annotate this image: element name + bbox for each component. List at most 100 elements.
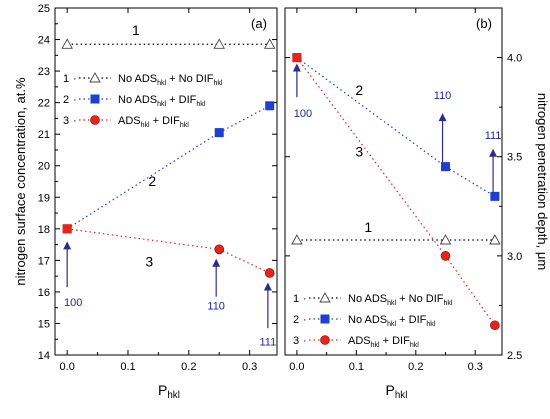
- legend-sep: ·: [73, 73, 77, 85]
- series-line-3: [67, 228, 270, 274]
- y-axis-label: nitrogen surface concentration, at.%: [13, 77, 28, 286]
- annotation-label: 110: [207, 300, 225, 312]
- legend-marker: [90, 94, 100, 104]
- y-tick-label: 25: [38, 3, 50, 15]
- x-axis-label: Phkl: [158, 382, 180, 401]
- y-tick-label: 4.0: [507, 53, 522, 65]
- legend-marker: [319, 292, 331, 303]
- data-point-3: [62, 224, 72, 234]
- legend-marker: [320, 314, 330, 324]
- curve-label: 2: [355, 82, 363, 98]
- panel-label: (a): [251, 16, 267, 31]
- data-point-1: [213, 38, 225, 49]
- x-tick-label: 0.2: [408, 361, 423, 373]
- y-tick-label: 21: [38, 129, 50, 141]
- legend-sep: ·: [303, 335, 307, 347]
- data-point-3: [214, 244, 225, 255]
- y-tick-label: 2.5: [507, 350, 522, 362]
- x-tick-label: 0.0: [289, 361, 304, 373]
- legend-marker: [89, 72, 101, 83]
- annotation-label: 110: [434, 90, 452, 102]
- annotation-arrow-head: [263, 282, 272, 291]
- legend-sep: ·: [303, 293, 307, 305]
- x-tick-label: 0.1: [120, 361, 135, 373]
- x-axis-label: Phkl: [386, 382, 408, 401]
- annotation-arrow: [63, 241, 72, 288]
- curve-label: 3: [145, 254, 153, 270]
- annotation-label: 111: [485, 130, 502, 142]
- data-point-1: [489, 234, 501, 245]
- y-tick-label: 18: [38, 224, 50, 236]
- x-tick-label: 0.0: [60, 361, 75, 373]
- legend-key: 2: [293, 314, 299, 326]
- y-tick-label: 20: [38, 161, 50, 173]
- annotation-arrow-head: [489, 148, 498, 157]
- y-tick-label: 17: [38, 255, 50, 267]
- legend-sep: ·: [73, 115, 77, 127]
- y-tick-label: 3.5: [507, 152, 522, 164]
- legend: 1 · No ADShkl + No DIFhkl 2 · No ADShkl + DIF…: [293, 292, 453, 349]
- legend-label: No ADShkl + DIFhkl: [118, 94, 206, 108]
- legend-label: ADShkl + DIFhkl: [118, 115, 189, 129]
- annotation-arrow-head: [438, 113, 447, 122]
- annotation-arrow-head: [212, 258, 221, 267]
- legend-label: No ADShkl + No DIFhkl: [348, 293, 453, 307]
- plot-frame: [54, 7, 278, 356]
- data-point-2: [441, 162, 451, 172]
- legend-sep: ·: [303, 314, 307, 326]
- y-axis-label: nitrogen penetration depth, μm: [535, 93, 550, 270]
- data-point-2: [490, 191, 500, 201]
- y-tick-label: 24: [38, 35, 50, 47]
- data-point-2: [214, 128, 224, 138]
- annotation-arrow: [263, 282, 272, 329]
- annotation-arrow: [292, 63, 301, 98]
- x-tick-label: 0.2: [181, 361, 196, 373]
- annotation-arrow-head: [292, 63, 301, 72]
- annotation-arrow-head: [63, 241, 72, 250]
- series-line-2: [296, 57, 496, 197]
- data-point-1: [61, 38, 73, 49]
- x-tick-label: 0.3: [468, 361, 483, 373]
- curve-label: 3: [355, 144, 363, 160]
- legend-label: No ADShkl + No DIFhkl: [118, 73, 223, 87]
- annotation-arrow: [489, 148, 498, 193]
- legend-label: No ADShkl + DIFhkl: [348, 314, 436, 328]
- legend-key: 3: [293, 335, 299, 347]
- legend-marker: [90, 115, 100, 125]
- panel-label: (b): [476, 16, 492, 31]
- data-point-3: [264, 268, 275, 278]
- y-tick-label: 3.0: [507, 251, 522, 263]
- legend-key: 1: [63, 73, 69, 85]
- curve-label: 2: [148, 173, 156, 189]
- curve-label: 1: [364, 219, 372, 235]
- y-tick-label: 16: [38, 287, 50, 299]
- annotation-label: 111: [260, 337, 277, 349]
- y-tick-label: 15: [38, 318, 50, 330]
- x-tick-label: 0.3: [242, 361, 257, 373]
- data-point-3: [292, 53, 302, 63]
- annotation-label: 100: [294, 108, 312, 120]
- data-point-1: [439, 234, 452, 245]
- curve-label: 1: [132, 22, 140, 38]
- series-line-3: [296, 57, 496, 326]
- plot-frame: [284, 7, 503, 356]
- series-line-2: [66, 105, 270, 230]
- legend-key: 3: [63, 115, 69, 127]
- data-point-3: [490, 320, 500, 331]
- data-point-2: [265, 101, 275, 111]
- annotation-arrow: [438, 113, 447, 163]
- annotation-arrow: [212, 258, 221, 297]
- panel-a: 0.0 0.1 0.2 0.3141516171819202122232425Phkl…: [13, 3, 278, 401]
- data-point-3: [440, 251, 451, 261]
- legend-key: 2: [63, 94, 69, 106]
- y-tick-label: 14: [38, 350, 50, 362]
- y-tick-label: 23: [38, 66, 50, 78]
- panel-b: 0.0 0.1 0.2 0.3 2.5 3.0 3.5 4.0 Phkl nitrogen pen…: [284, 7, 550, 401]
- legend-marker: [320, 335, 330, 345]
- annotation-label: 100: [64, 297, 82, 309]
- legend-sep: ·: [73, 94, 77, 106]
- legend-key: 1: [293, 293, 299, 305]
- x-tick-label: 0.1: [349, 361, 364, 373]
- data-point-1: [263, 38, 276, 49]
